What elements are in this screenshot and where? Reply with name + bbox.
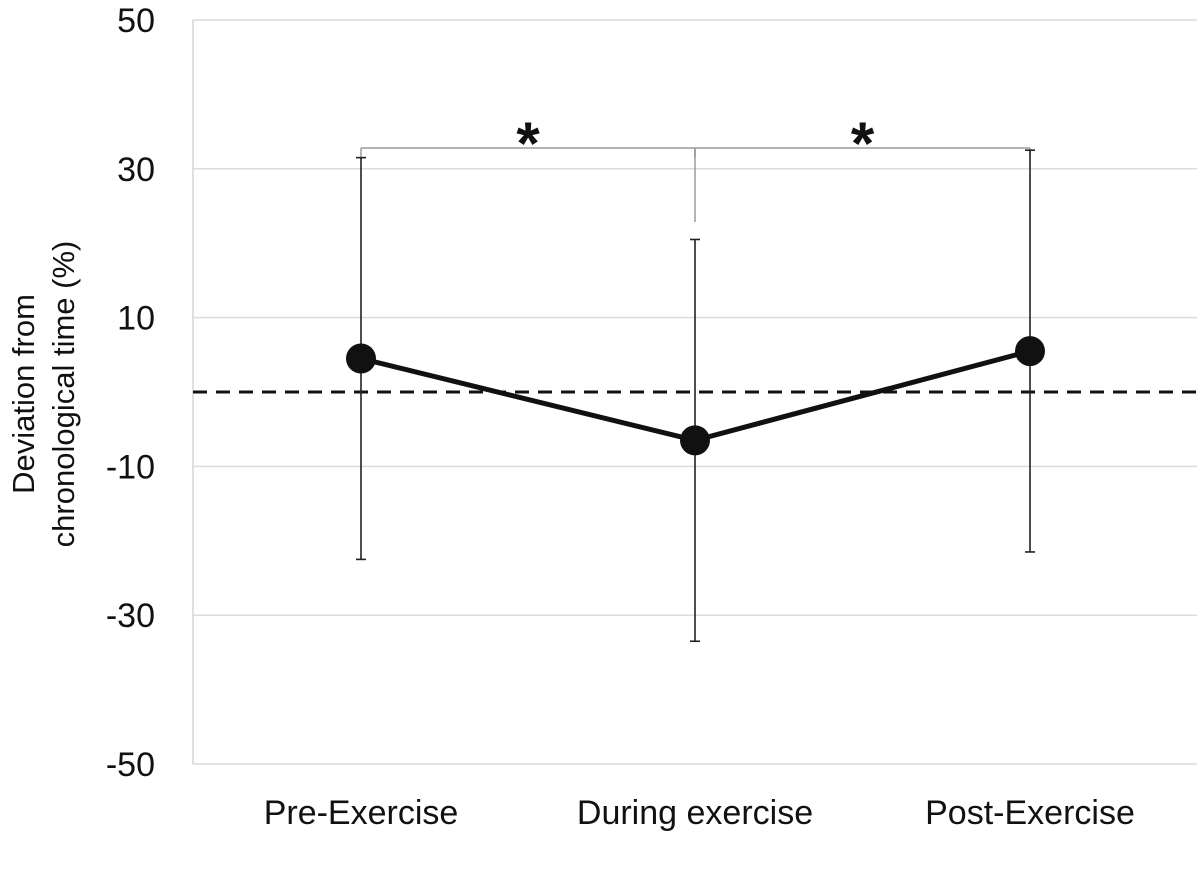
x-tick-label-pre: Pre-Exercise xyxy=(264,794,459,832)
data-point xyxy=(346,343,376,374)
significance-star: * xyxy=(516,110,540,177)
error-bars xyxy=(356,149,1035,643)
significance-star: * xyxy=(851,110,875,177)
y-tick-label: -10 xyxy=(106,448,155,486)
y-tick-label: 10 xyxy=(117,300,155,338)
y-axis-label-line-2: chronological time (%) xyxy=(46,241,81,548)
x-axis-ticks: Pre-Exercise During exercise Post-Exerci… xyxy=(264,794,1135,832)
y-axis-label-line-1: Deviation from xyxy=(6,294,41,494)
x-tick-label-post: Post-Exercise xyxy=(925,794,1135,832)
data-points xyxy=(346,336,1045,456)
y-tick-label: -30 xyxy=(106,597,155,635)
y-tick-label: -50 xyxy=(106,746,155,784)
y-tick-label: 50 xyxy=(117,2,155,40)
x-tick-label-during: During exercise xyxy=(577,794,813,832)
data-point xyxy=(680,425,710,456)
y-axis-ticks: 50 30 10 -10 -30 -50 xyxy=(106,2,155,784)
data-point xyxy=(1015,336,1045,367)
significance-brackets: * * xyxy=(360,110,1031,222)
y-tick-label: 30 xyxy=(117,151,155,189)
